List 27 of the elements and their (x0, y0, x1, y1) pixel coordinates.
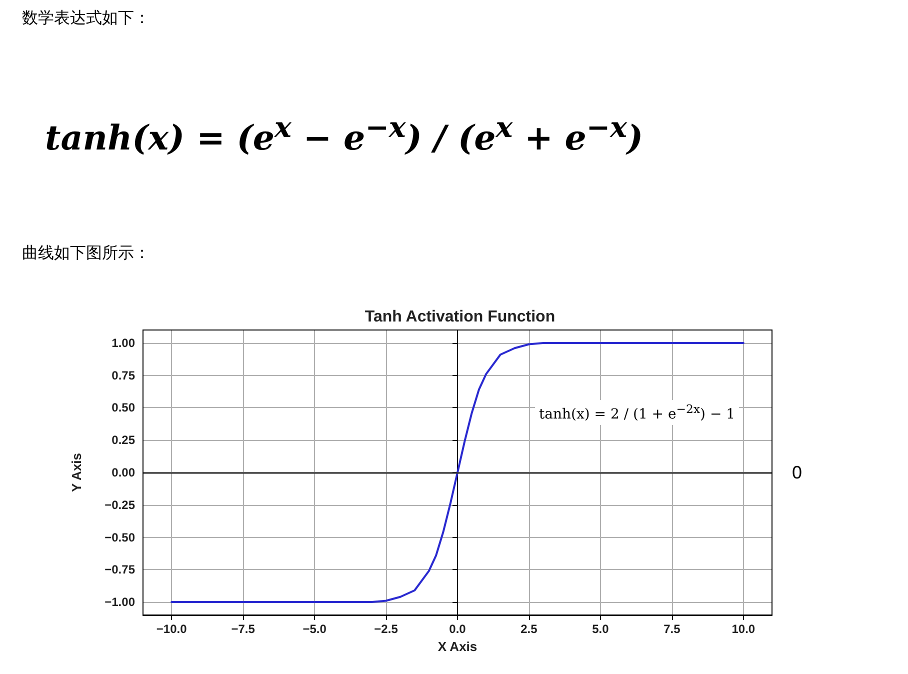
y-tick-label: 0.75 (112, 368, 136, 382)
y-tick-label: −0.75 (104, 562, 136, 577)
x-tick-label: 0.0 (449, 622, 466, 636)
line-series (170, 342, 744, 604)
x-tick-label: −5.0 (302, 622, 327, 636)
y-tick-label: 0.00 (112, 466, 136, 480)
y-tick-label: −0.25 (104, 498, 136, 512)
text: 数学表达式如下： (22, 8, 150, 29)
ref-line-label: 0 (792, 462, 802, 482)
x-tick-label: 10.0 (732, 622, 756, 636)
y-axis-title: Y Axis (69, 452, 84, 492)
x-tick-label: 2.5 (520, 622, 538, 636)
x-tick-label: 5.0 (592, 622, 610, 636)
y-tick-label: 1.00 (112, 336, 136, 350)
y-tick-label: 0.50 (112, 400, 136, 415)
x-tick-label: −10.0 (156, 622, 188, 636)
annotation: tanh(x) = 2 / (1 + e$^{−2x}$) − 1 (535, 400, 740, 425)
y-tick-label: 0.25 (112, 433, 136, 448)
text: 曲线如下图所示： (22, 243, 150, 264)
x-axis-title: X Axis (438, 638, 478, 654)
y-tick-label: −1.00 (104, 595, 136, 610)
y-tick-label: −0.50 (104, 530, 136, 544)
text: tanh(x) = (e$^{x}$ − e$^{−x}$) / (e$^{x}$ + e$^{−x}$) (45, 110, 644, 158)
x-tick-label: 7.5 (664, 622, 681, 636)
chart-title: Tanh Activation Function (364, 308, 556, 326)
x-tick-label: −2.5 (374, 622, 398, 636)
x-tick-label: −7.5 (231, 622, 256, 636)
